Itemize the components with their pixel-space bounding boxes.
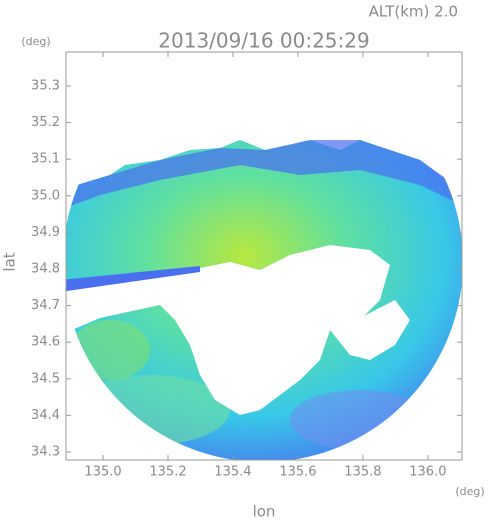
y-tick-label: 34.7 [31, 298, 60, 313]
y-tick-label: 34.8 [31, 261, 60, 276]
y-unit: (deg) [21, 35, 50, 48]
x-tick-label: 135.0 [84, 465, 121, 480]
y-tick-label: 34.4 [31, 408, 60, 423]
y-tick-label: 35.2 [31, 115, 60, 130]
y-tick-label: 34.6 [31, 335, 60, 350]
y-tick-label: 35.1 [31, 152, 60, 167]
x-tick-label: 135.2 [149, 465, 186, 480]
subtitle: ALT(km) 2.0 [369, 3, 458, 21]
x-tick-label: 136.0 [409, 465, 446, 480]
x-tick-label: 135.8 [344, 465, 381, 480]
x-tick-label: 135.6 [279, 465, 316, 480]
radar-field [66, 140, 462, 460]
x-axis-label: lon [253, 503, 276, 521]
y-tick-label: 34.9 [31, 225, 60, 240]
y-tick-label: 35.0 [31, 188, 60, 203]
x-tick-label: 135.4 [214, 465, 251, 480]
x-unit: (deg) [455, 485, 484, 498]
plot-frame [65, 51, 463, 461]
y-tick-label: 34.3 [31, 444, 60, 459]
y-axis-label: lat [1, 252, 19, 271]
chart-title: 2013/09/16 00:25:29 [158, 29, 369, 53]
y-tick-label: 34.5 [31, 371, 60, 386]
y-tick-label: 35.3 [31, 79, 60, 94]
